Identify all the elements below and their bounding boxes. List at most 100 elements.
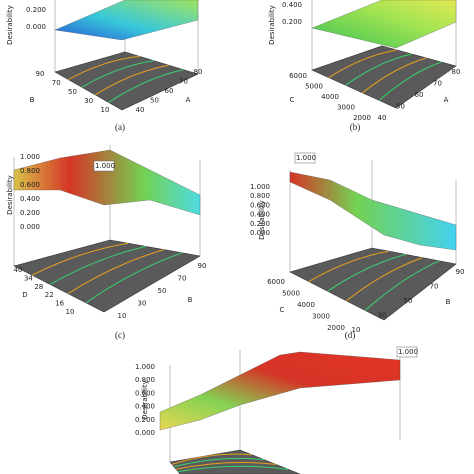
contour [327,253,406,292]
contour [171,453,253,465]
axis-tick-label: 40 [14,266,23,274]
contour [364,260,440,311]
z-axis-title: Desirability [141,380,149,420]
axis-tick-label: 50 [404,297,413,305]
floor [289,247,457,321]
axis-tick-label: 70 [430,283,439,291]
axis-title: A [186,96,191,104]
axis-title: B [30,96,35,104]
surface [13,149,201,216]
z-tick-label: 0.800 [250,192,270,200]
axis-tick-label: 90 [198,262,207,270]
annotation: 1.000 [296,154,316,162]
z-tick-label: 0.200 [135,416,155,424]
annotation: 1.000 [95,162,115,170]
axis-tick-label: 6000 [289,72,307,80]
z-tick-label: 0.200 [250,220,270,228]
contour [67,249,165,295]
annotation-box [396,346,418,358]
axis-title: C [290,96,295,104]
axis-tick-label: 70 [52,79,61,87]
axis-tick-label: 50 [150,97,159,105]
contour [362,57,427,94]
axis-tick-label: 10 [352,326,361,334]
contour [68,55,140,81]
axis-tick-label: 40 [136,106,145,114]
axis-tick-label: 2000 [353,114,371,122]
floor [13,239,201,313]
contour [308,250,389,283]
z-tick-label: 0.400 [250,211,270,219]
z-axis-title: Desirability [268,5,276,45]
z-tick-label: 0.800 [20,167,40,175]
surface [289,171,457,251]
panel-label: (b) [350,122,361,132]
z-tick-label: 0.200 [282,18,302,26]
axis-tick-label: 90 [456,268,465,276]
axis-tick-label: 2000 [327,324,345,332]
axis-tick-label: 30 [84,97,93,105]
axis-tick-label: 50 [158,287,167,295]
axis-title: D [22,291,27,299]
axis-tick-label: 80 [194,68,203,76]
surface [159,351,401,431]
axis-tick-label: 34 [24,274,33,282]
axis-tick-label: 10 [66,308,75,316]
z-tick-label: 1.000 [250,183,270,191]
contour [49,245,147,285]
axis-tick-label: 60 [415,91,424,99]
axis-tick-label: 5000 [305,83,323,91]
axis-tick-label: 70 [433,80,442,88]
contour [173,457,265,468]
axis-tick-label: 6000 [267,278,285,286]
axis-tick-label: 70 [178,275,187,283]
axis-tick-label: 30 [138,300,147,308]
z-tick-label: 0.800 [135,376,155,384]
z-tick-label: 0.600 [250,201,270,209]
axis-tick-label: 16 [55,300,64,308]
axis-tick-label: 50 [68,88,77,96]
surface [311,0,457,49]
annotation-box [93,160,115,172]
z-tick-label: 1.000 [135,363,155,371]
axis-tick-label: 10 [118,312,127,320]
floor [54,51,199,111]
panel-label: (a) [115,122,125,132]
contour [328,49,397,79]
contour [345,53,412,86]
z-tick-label: 0.000 [135,429,155,437]
contour [378,61,442,101]
annotation-box [294,152,316,164]
panel-label: (d) [345,330,356,340]
z-tick-label: 0.400 [282,1,302,9]
axis-title: B [188,296,193,304]
contour [31,242,129,276]
contour [175,461,277,470]
contour [85,252,183,304]
axis-title: A [444,96,449,104]
axis-tick-label: 50 [396,103,405,111]
z-axis-title: Desirability [6,5,14,45]
axis-tick-label: 40 [378,114,387,122]
z-tick-label: 0.000 [26,23,46,31]
z-tick-label: 0.600 [135,389,155,397]
z-tick-label: 0.600 [20,181,40,189]
axis-tick-label: 22 [45,291,54,299]
contour [177,465,289,473]
axis-tick-label: 80 [452,68,461,76]
z-axis-title: Desirability [258,200,266,240]
z-tick-label: 1.000 [20,153,40,161]
z-tick-label: 0.200 [20,209,40,217]
z-tick-label: 0.400 [135,403,155,411]
z-tick-label: 0.000 [250,229,270,237]
axis-tick-label: 70 [179,78,188,86]
contour [81,60,155,88]
panel-label: (c) [115,330,125,340]
axis-tick-label: 4000 [297,301,315,309]
z-tick-label: 0.400 [20,195,40,203]
axis-tick-label: 90 [36,70,45,78]
axis-tick-label: 60 [165,87,174,95]
z-tick-label: 0.000 [20,223,40,231]
surface [54,0,199,41]
